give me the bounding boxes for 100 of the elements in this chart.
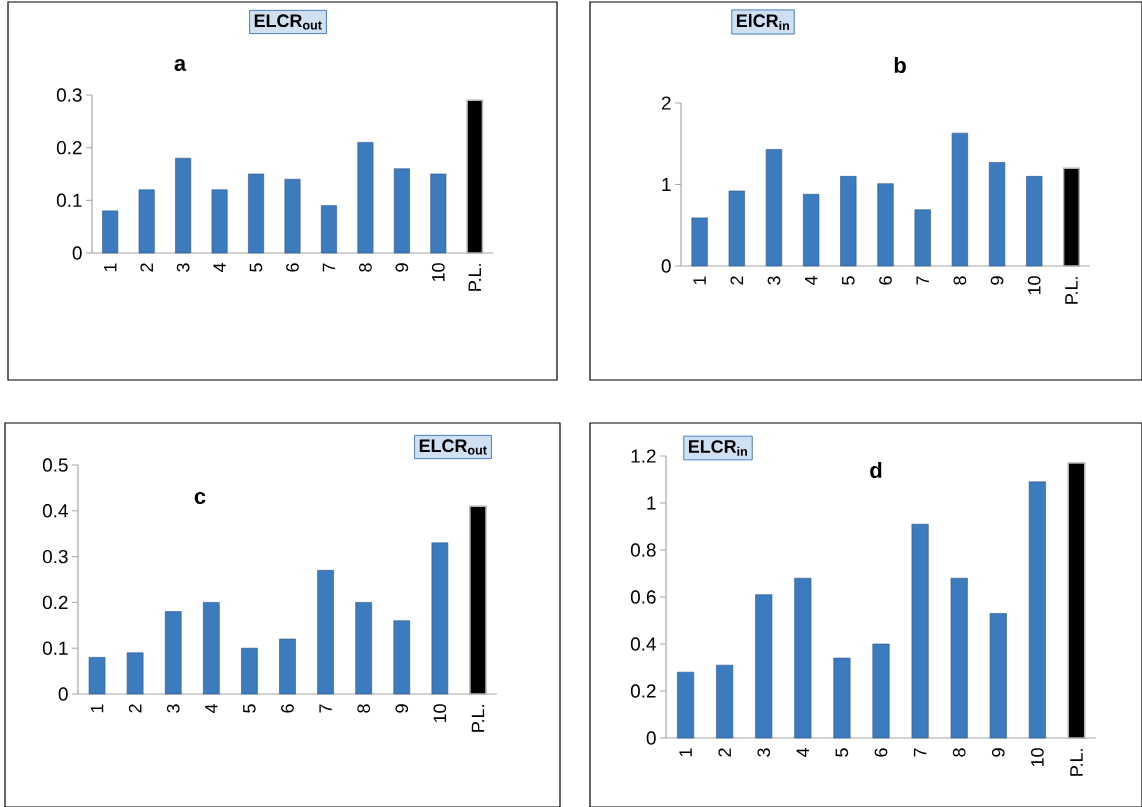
bar [911, 523, 929, 739]
x-tick-label: 9 [990, 276, 1004, 285]
x-tick-label: 9 [395, 704, 409, 713]
bar [164, 611, 182, 695]
x-tick-label: 3 [757, 748, 771, 757]
bar [950, 577, 968, 739]
x-tick-label: P.L. [468, 264, 481, 291]
x-tick-label: 10 [1031, 748, 1044, 767]
y-tick-label: 0.4 [42, 504, 68, 518]
x-tick-label: 6 [879, 276, 892, 285]
x-tick-label: 2 [718, 748, 731, 757]
bar [211, 189, 228, 254]
x-tick-label: 8 [357, 704, 371, 713]
bar [716, 664, 734, 739]
bar [88, 657, 106, 695]
x-tick-label: 10 [433, 704, 447, 723]
y-tick-label: 1.2 [631, 449, 656, 463]
y-tick-label: 0 [646, 731, 656, 745]
x-tick-label: 7 [916, 276, 929, 285]
y-tick-label: 0.4 [630, 637, 656, 651]
x-tick-label: 6 [281, 704, 294, 713]
x-tick-label: 10 [1027, 276, 1041, 295]
bar [203, 602, 220, 695]
x-tick-label: 4 [213, 263, 226, 273]
x-tick-label: 8 [952, 748, 966, 757]
bar [833, 657, 851, 739]
x-tick-label: 10 [431, 263, 445, 282]
bar [951, 132, 968, 267]
bar [803, 193, 820, 267]
x-tick-label: P.L. [1065, 277, 1078, 304]
bar [138, 189, 155, 254]
x-tick-label: 8 [359, 263, 372, 272]
x-tick-label: 4 [205, 704, 218, 714]
bar [393, 620, 411, 695]
chart-title: ElCR$_{in}$ [736, 13, 789, 31]
y-tick-label: 1 [662, 177, 671, 191]
bar [728, 190, 745, 267]
x-tick-label: 9 [991, 748, 1005, 757]
bar [430, 173, 447, 254]
bar [691, 217, 708, 267]
x-tick-label: 6 [286, 263, 299, 272]
x-tick-label: 8 [953, 276, 967, 285]
bar [677, 671, 695, 739]
x-tick-label: 1 [90, 704, 104, 713]
x-tick-label: 2 [128, 704, 142, 713]
bar [914, 209, 931, 267]
y-tick-label: 0.8 [630, 543, 656, 557]
x-tick-label: 5 [243, 704, 256, 713]
text: c [194, 491, 206, 504]
y-tick-label: 0.1 [42, 641, 68, 655]
bar [765, 149, 783, 267]
bar [877, 183, 894, 267]
bar [102, 210, 119, 254]
bar [431, 542, 449, 695]
x-tick-label: 7 [913, 748, 927, 757]
bar [1026, 176, 1043, 267]
chart-subtitle: a [174, 58, 187, 71]
bar [988, 162, 1006, 267]
chart-subtitle: d [870, 461, 882, 479]
chart-title: ELCR$_{out}$ [254, 14, 322, 30]
x-tick-label: 7 [319, 704, 332, 713]
bar [317, 570, 334, 695]
x-tick-label: P.L. [471, 705, 485, 732]
x-tick-label: 3 [767, 276, 781, 285]
x-tick-label: 1 [679, 748, 692, 757]
x-tick-label: 1 [104, 263, 117, 272]
bar [840, 176, 857, 267]
y-tick-label: 0.6 [630, 590, 656, 604]
bar [284, 178, 301, 254]
x-tick-label: 5 [249, 263, 263, 272]
bar [1028, 481, 1046, 739]
bar [755, 594, 773, 739]
y-tick-label: 0.2 [56, 140, 82, 155]
chart-title: ELCR$_{in}$ [688, 440, 747, 456]
bar [126, 652, 144, 695]
bar [321, 205, 337, 254]
chart-subtitle: b [894, 56, 906, 74]
x-tick-label: 5 [842, 276, 855, 285]
y-tick-label: 0.5 [42, 458, 68, 472]
x-tick-label: 3 [166, 704, 180, 713]
bar [248, 173, 264, 254]
y-tick-label: 0.1 [56, 193, 82, 208]
x-tick-label: 6 [874, 748, 888, 757]
y-tick-label: 0 [661, 259, 671, 273]
bar [794, 577, 812, 739]
x-tick-label: 4 [796, 748, 809, 758]
y-tick-label: 2 [661, 96, 671, 110]
bar [241, 647, 258, 695]
y-tick-label: 0.3 [56, 88, 82, 102]
bar [989, 613, 1007, 739]
x-tick-label: 4 [804, 276, 818, 286]
bar [357, 142, 374, 254]
x-tick-label: 3 [176, 263, 190, 272]
y-tick-label: 0.3 [42, 549, 68, 564]
y-tick-label: 0.2 [42, 595, 68, 610]
y-tick-label: 0 [72, 246, 82, 260]
y-tick-label: 1 [647, 496, 656, 510]
bar [872, 643, 890, 739]
bar [279, 638, 296, 695]
x-tick-label: 5 [835, 748, 849, 757]
